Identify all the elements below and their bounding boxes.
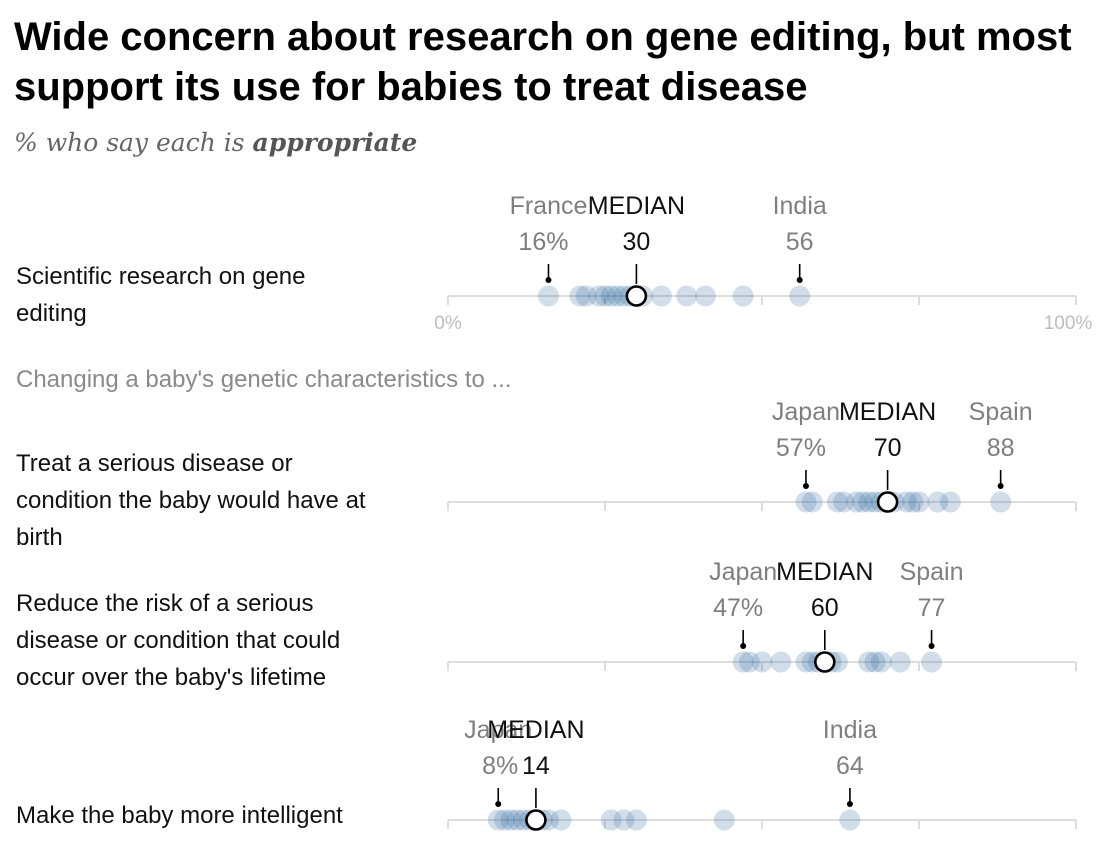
min-marker-point (545, 277, 552, 283)
max-marker-point (796, 277, 803, 283)
min-country-label: Japan (464, 716, 532, 744)
max-value-label: 56 (786, 228, 814, 256)
dot-row-3: Japan 8% India 64 MEDIAN 14 (447, 716, 1077, 831)
min-country-label: France (510, 192, 588, 220)
max-country-label: Spain (900, 558, 964, 586)
max-value-label: 64 (836, 752, 864, 780)
dot-row-0: France 16% India 56 MEDIAN 30 0% 100% (434, 192, 1092, 334)
median-heading: MEDIAN (776, 558, 873, 586)
country-dot (600, 285, 622, 307)
dot-row-2: Japan 47% Spain 77 MEDIAN 60 (447, 558, 1077, 673)
min-country-label: Japan (772, 398, 840, 426)
country-dot (732, 285, 754, 307)
country-dot (826, 491, 848, 513)
country-dot (927, 491, 949, 513)
country-dot (625, 809, 647, 831)
row-label-intelligence: Make the baby more intelligent (16, 802, 343, 829)
row-label-research: Scientific research on gene editing (16, 263, 306, 327)
country-dot (770, 651, 792, 673)
country-dot (588, 285, 610, 307)
country-dot (651, 285, 673, 307)
country-dot (864, 651, 886, 673)
country-dot (600, 809, 622, 831)
median-dot (813, 651, 836, 673)
country-dot (732, 651, 754, 673)
row-label-treat-disease: Treat a serious disease or condition the… (16, 450, 366, 551)
min-value-label: 57% (776, 434, 826, 462)
chart-subtitle: % who say each is appropriate (14, 128, 417, 157)
country-dot (506, 809, 528, 831)
median-value-label: 30 (622, 228, 650, 256)
country-dot (607, 285, 629, 307)
country-dot (839, 809, 861, 831)
subtitle-emphasis: appropriate (252, 128, 418, 157)
subtitle-prefix: % who say each is (14, 128, 253, 157)
axis-label-min: 0% (434, 313, 462, 334)
max-country-label: India (823, 716, 877, 744)
country-dot (902, 491, 924, 513)
max-marker-point (928, 643, 935, 649)
country-dot (921, 651, 943, 673)
country-dot (575, 285, 597, 307)
min-value-label: 47% (713, 594, 763, 622)
country-dot (594, 285, 616, 307)
dot-row-1: Japan 57% Spain 88 MEDIAN 70 (447, 398, 1077, 513)
country-dot (494, 809, 516, 831)
median-heading: MEDIAN (487, 716, 584, 744)
min-marker-point (495, 801, 502, 807)
country-dot (801, 491, 823, 513)
country-dot (569, 285, 591, 307)
chart-title: Wide concern about research on gene edit… (14, 15, 1072, 109)
country-dot (939, 491, 961, 513)
max-value-label: 88 (987, 434, 1015, 462)
min-marker-point (740, 643, 747, 649)
median-value-label: 70 (874, 434, 902, 462)
section-label: Changing a baby's genetic characteristic… (16, 366, 512, 393)
country-dot (990, 491, 1012, 513)
country-dot (908, 491, 930, 513)
country-dot (858, 651, 880, 673)
country-dot (870, 651, 892, 673)
country-dot (537, 285, 559, 307)
country-dot (738, 651, 760, 673)
axis-label-max: 100% (1044, 313, 1093, 334)
country-dot (851, 491, 873, 513)
country-dot (895, 491, 917, 513)
max-marker-point (846, 801, 853, 807)
country-dot (713, 809, 735, 831)
country-dot (833, 491, 855, 513)
min-value-label: 16% (518, 228, 568, 256)
min-value-label: 8% (482, 752, 518, 780)
max-value-label: 77 (918, 594, 946, 622)
dot-rows: France 16% India 56 MEDIAN 30 0% 100% Japan 57% Sp… (434, 192, 1092, 831)
country-dot (550, 809, 572, 831)
median-heading: MEDIAN (588, 192, 685, 220)
median-dot (876, 491, 899, 513)
country-dot (613, 809, 635, 831)
median-dot (525, 809, 547, 831)
country-dot (858, 491, 880, 513)
country-dot (694, 285, 716, 307)
max-country-label: Spain (969, 398, 1033, 426)
median-value-label: 14 (522, 752, 550, 780)
country-dot (789, 285, 811, 307)
country-dot (845, 491, 867, 513)
country-dot (795, 491, 817, 513)
median-value-label: 60 (811, 594, 839, 622)
country-dot (751, 651, 773, 673)
min-country-label: Japan (709, 558, 777, 586)
country-dot (487, 809, 509, 831)
country-dot (676, 285, 698, 307)
max-country-label: India (773, 192, 827, 220)
country-dot (500, 809, 522, 831)
max-marker-point (997, 483, 1004, 489)
country-dot (889, 651, 911, 673)
median-dot (625, 285, 648, 307)
median-heading: MEDIAN (839, 398, 936, 426)
row-label-reduce-risk: Reduce the risk of a serious disease or … (16, 590, 341, 691)
min-marker-point (802, 483, 809, 489)
country-dot (795, 651, 817, 673)
